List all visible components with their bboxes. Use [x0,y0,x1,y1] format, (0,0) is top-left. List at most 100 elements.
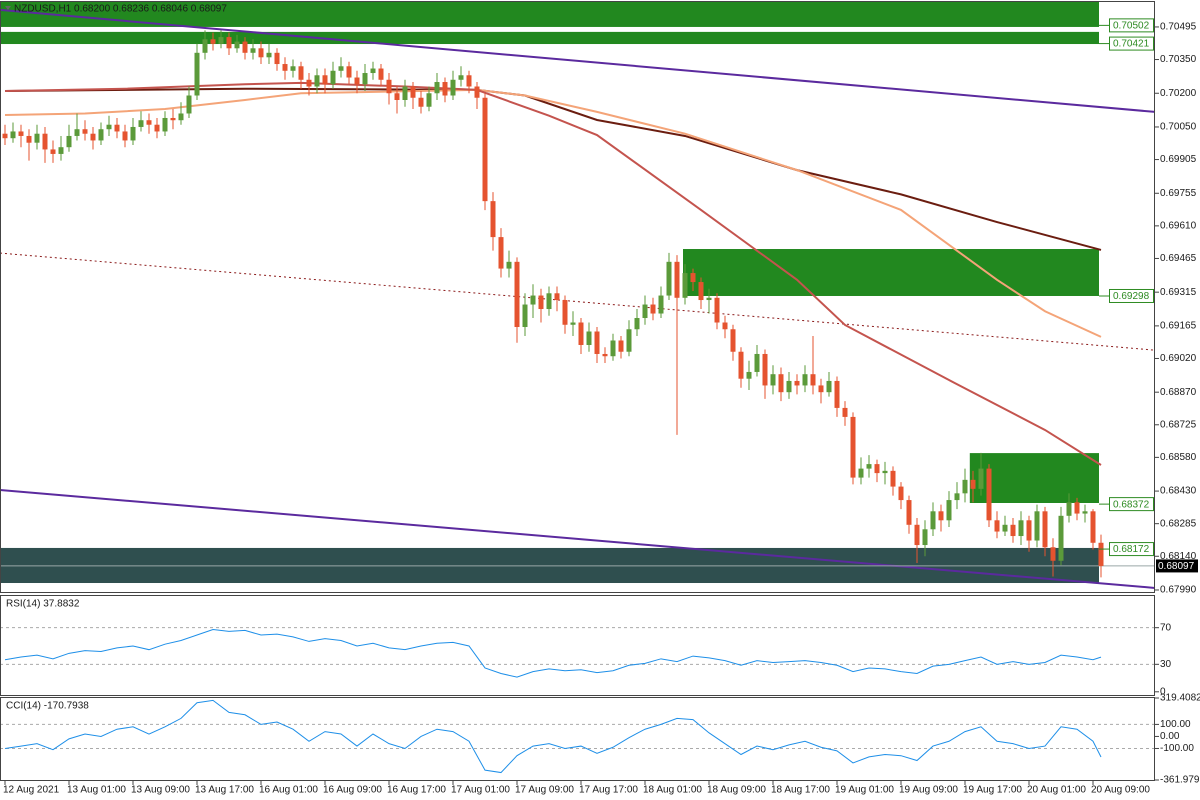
candle-body [810,374,816,386]
price-title: NZDUSD,H1 0.68200 0.68236 0.68046 0.6809… [14,4,227,15]
y-tick-label: 0.67990 [1160,585,1197,596]
candle-body [474,86,480,98]
candle-body [242,41,248,53]
candle-body [682,273,688,298]
candle-body [1018,520,1024,537]
candle-body [850,416,856,478]
x-tick-label: 16 Aug 09:00 [323,785,382,796]
candle-body [346,66,352,78]
x-tick-label: 16 Aug 17:00 [387,785,446,796]
candle-body [298,66,304,80]
candle-body [666,261,672,296]
candle-body [922,529,928,546]
candle-body [1098,542,1104,566]
candle-body [10,131,16,139]
indicator-line [4,699,1102,774]
candle-body [746,371,752,379]
candle-body [1026,520,1032,541]
candle-body [426,93,432,107]
x-tick-label: 20 Aug 01:00 [1027,785,1086,796]
candle-body [362,73,368,85]
candle-body [34,133,40,143]
candle-body [802,374,808,386]
candle-body [594,331,600,354]
candle-body [866,464,872,469]
candle-body [162,117,168,132]
candle-body [2,133,8,139]
candle-body [690,273,696,283]
candle-body [722,322,728,330]
x-tick-label: 19 Aug 17:00 [963,785,1022,796]
candle-body [1050,547,1056,561]
candle-body [226,37,232,49]
y-tick-label: 0 [1160,686,1166,697]
candle-body [626,329,632,352]
candle-body [954,493,960,501]
candle-body [826,380,832,393]
x-tick-label: 13 Aug 09:00 [131,785,190,796]
trend-line [0,8,1156,113]
candle-body [314,75,320,87]
level-label-box [1109,542,1154,557]
y-tick-label: 0.70495 [1160,22,1197,33]
candle-body [434,82,440,94]
candle-body [674,261,680,298]
candle-body [1034,511,1040,541]
x-tick-label: 18 Aug 09:00 [707,785,766,796]
x-tick-label: 17 Aug 01:00 [451,785,510,796]
candle-body [402,86,408,100]
candle-body [210,39,216,44]
x-tick-label: 20 Aug 09:00 [1091,785,1150,796]
candle-body [642,304,648,319]
y-tick-label: 0.68430 [1160,486,1197,497]
level-label: 0.69298 [1113,291,1150,302]
level-label: 0.68172 [1113,544,1150,555]
candle-body [610,340,616,357]
candle-body [986,468,992,521]
candle-body [634,318,640,330]
candle-body [530,295,536,305]
y-tick-label: 70 [1160,622,1172,633]
candle-body [266,52,272,58]
level-label-box [1109,18,1154,33]
candle-body [554,293,560,301]
level-label-box [1109,497,1154,512]
candle-body [1002,524,1008,532]
candle-body [274,52,280,65]
candle-body [562,300,568,325]
y-tick-label: -361.9799 [1160,775,1200,786]
candle-body [1066,502,1072,516]
zone [0,2,1099,27]
candle-body [98,129,104,141]
candle-body [506,261,512,269]
candle-body [618,340,624,352]
candle-body [602,353,608,357]
candle-body [490,201,496,238]
candle-body [338,66,344,71]
candle-body [570,322,576,325]
candle-body [1074,502,1080,514]
candle-body [906,500,912,525]
y-tick-label: 0.68285 [1160,518,1197,529]
candle-body [498,237,504,269]
candle-body [114,124,120,132]
level-label: 0.70421 [1113,39,1150,50]
y-tick-label: 0.70350 [1160,54,1197,65]
candle-body [18,131,24,136]
candle-body [258,48,264,58]
candle-body [282,64,288,71]
candle-body [42,133,48,150]
candle-body [410,86,416,98]
candle-body [818,385,824,393]
x-tick-label: 13 Aug 01:00 [67,785,126,796]
x-tick-label: 18 Aug 17:00 [771,785,830,796]
candle-body [170,117,176,121]
candle-body [514,261,520,328]
candle-body [1082,511,1088,514]
candle-body [786,380,792,393]
chart-layer: 0.70502 0.70421 0.69298 0.68372 0.68172 [0,2,1156,774]
candle-body [354,77,360,85]
candle-body [202,39,208,53]
candle-body [858,468,864,478]
